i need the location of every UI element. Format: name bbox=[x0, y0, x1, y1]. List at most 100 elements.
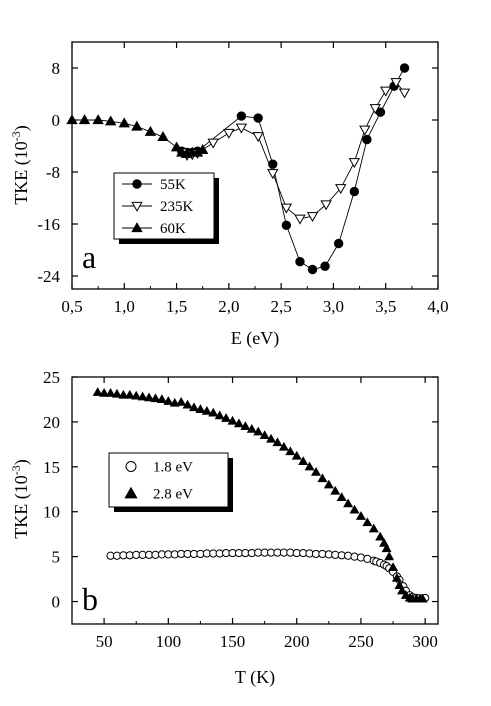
y-tick-label: 8 bbox=[52, 59, 61, 78]
panel-b-x-axis-label: T (K) bbox=[235, 667, 275, 688]
data-point bbox=[235, 123, 248, 134]
data-point bbox=[131, 390, 142, 400]
x-tick-label: 0,5 bbox=[61, 297, 82, 316]
data-point bbox=[349, 504, 360, 514]
data-point bbox=[362, 134, 372, 145]
data-point bbox=[163, 396, 174, 405]
data-point bbox=[240, 421, 251, 431]
data-point bbox=[252, 132, 264, 143]
x-tick-label: 3,0 bbox=[323, 297, 344, 316]
data-point bbox=[281, 220, 292, 231]
data-point bbox=[381, 543, 392, 553]
data-point bbox=[397, 585, 408, 595]
x-tick-label: 4,0 bbox=[427, 297, 448, 316]
data-point bbox=[236, 111, 247, 121]
x-tick-label: 1,0 bbox=[114, 297, 135, 316]
data-point bbox=[388, 562, 399, 572]
data-point bbox=[92, 114, 104, 125]
data-point bbox=[298, 456, 309, 466]
data-point bbox=[78, 114, 91, 125]
data-point bbox=[335, 184, 347, 195]
data-point bbox=[118, 117, 130, 128]
data-point bbox=[417, 593, 428, 603]
data-point bbox=[320, 261, 330, 271]
panel-a-plot-frame bbox=[71, 41, 439, 290]
data-point bbox=[150, 393, 161, 403]
x-tick-label: 2,5 bbox=[271, 297, 292, 316]
y-tick-label: 0 bbox=[52, 593, 61, 612]
data-point bbox=[333, 238, 344, 249]
data-point bbox=[307, 264, 318, 275]
data-point bbox=[207, 138, 219, 149]
data-point bbox=[398, 88, 411, 99]
data-point bbox=[380, 86, 392, 97]
y-tick-label: -8 bbox=[46, 163, 60, 182]
data-point bbox=[214, 410, 225, 420]
data-point bbox=[259, 430, 270, 439]
data-point bbox=[223, 128, 235, 139]
data-point bbox=[391, 573, 402, 582]
data-point bbox=[176, 397, 187, 406]
x-tick-label: 1,5 bbox=[166, 297, 187, 316]
data-point bbox=[375, 531, 386, 541]
y-tick-label: -16 bbox=[37, 215, 60, 234]
panel-b-plot-frame bbox=[71, 376, 439, 625]
legend-label: 235K bbox=[160, 199, 194, 215]
data-point bbox=[144, 125, 157, 136]
data-point bbox=[390, 78, 402, 89]
panel-b-chart: 50 100 150 200 250 300 0 5 10 15 20 25 T (K) TKE (1… bbox=[9, 368, 439, 688]
y-tick-label: 0 bbox=[52, 111, 61, 130]
data-point bbox=[306, 212, 319, 223]
legend-label: 55K bbox=[160, 177, 186, 193]
panel-a-x-axis-label: E (eV) bbox=[231, 328, 279, 349]
data-point bbox=[336, 492, 347, 501]
data-point bbox=[201, 405, 212, 415]
panel-b-label: b bbox=[82, 581, 98, 617]
data-point bbox=[92, 387, 103, 396]
legend-marker bbox=[125, 461, 137, 472]
x-tick-label: 150 bbox=[220, 632, 246, 651]
data-point bbox=[104, 115, 117, 126]
legend-marker bbox=[131, 222, 143, 233]
series-1.8-ev bbox=[106, 548, 430, 603]
data-point bbox=[280, 203, 293, 214]
x-tick-label: 2,0 bbox=[218, 297, 239, 316]
panel-a-legend: 55K 235K 60K bbox=[113, 172, 219, 244]
data-point bbox=[295, 257, 305, 267]
data-point bbox=[359, 125, 371, 136]
data-point bbox=[291, 450, 302, 460]
data-point bbox=[253, 113, 263, 123]
data-point bbox=[99, 388, 110, 397]
data-point bbox=[369, 104, 381, 115]
data-point bbox=[285, 446, 296, 456]
panel-a-chart: 0,5 1,0 1,5 2,0 2,5 3,0 3,5 4,0 -24 -16 -8 0 8 E (eV… bbox=[9, 41, 449, 349]
panel-a-label: a bbox=[82, 239, 96, 275]
data-point bbox=[124, 389, 135, 399]
data-point bbox=[137, 391, 148, 401]
data-point bbox=[182, 399, 193, 409]
y-tick-label: -24 bbox=[37, 267, 60, 286]
data-point bbox=[131, 120, 143, 131]
data-point bbox=[195, 404, 206, 413]
data-point bbox=[188, 402, 200, 412]
data-point bbox=[399, 63, 410, 73]
x-tick-label: 200 bbox=[284, 632, 310, 651]
panel-b-legend: 1.8 eV 2.8 eV bbox=[108, 452, 233, 512]
data-point bbox=[253, 426, 264, 436]
data-point bbox=[157, 131, 169, 142]
legend-marker bbox=[131, 201, 143, 212]
data-point bbox=[208, 407, 219, 417]
data-point bbox=[272, 437, 283, 447]
legend-label: 1.8 eV bbox=[153, 460, 193, 476]
series-2.8-ev bbox=[92, 387, 428, 603]
data-point bbox=[304, 461, 315, 471]
series-60k bbox=[66, 114, 209, 158]
data-point bbox=[320, 200, 332, 211]
x-tick-label: 300 bbox=[412, 632, 438, 651]
data-point bbox=[221, 413, 232, 422]
y-tick-label: 25 bbox=[43, 368, 60, 387]
data-point bbox=[266, 433, 277, 443]
data-point bbox=[169, 397, 180, 407]
y-tick-label: 15 bbox=[43, 458, 60, 477]
panel-a-y-axis-label: TKE (10-3) bbox=[9, 125, 32, 204]
